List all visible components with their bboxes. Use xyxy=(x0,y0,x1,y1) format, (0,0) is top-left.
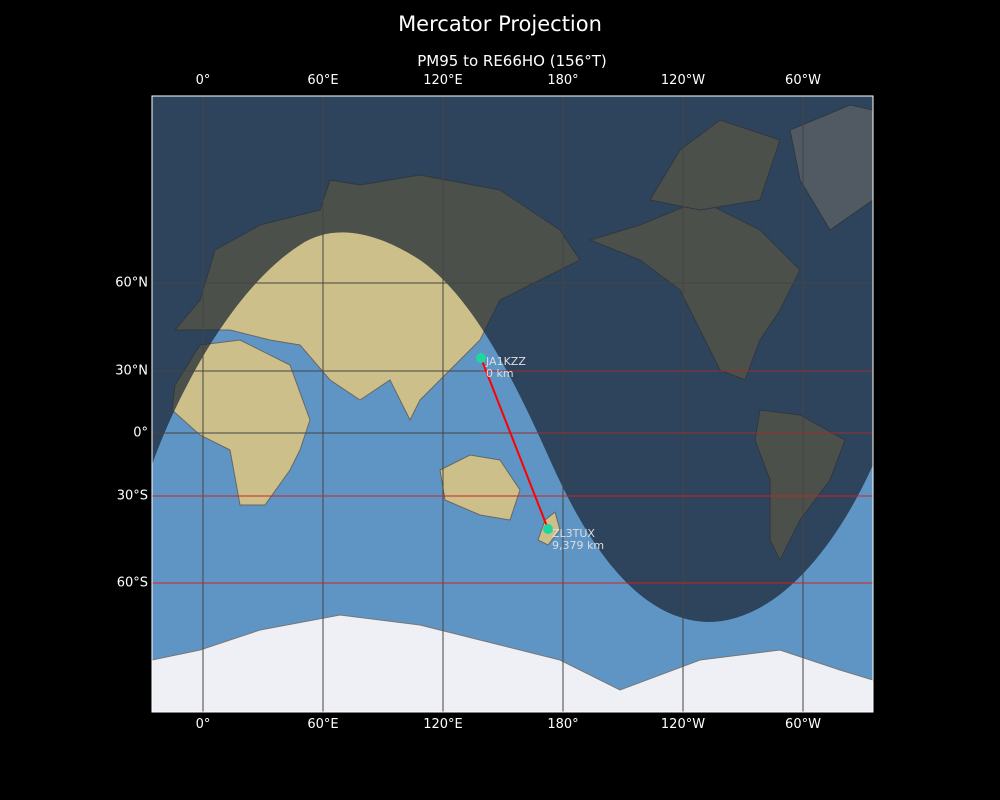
lon-tick-top: 180° xyxy=(547,73,579,88)
map-subtitle: PM95 to RE66HO (156°T) xyxy=(417,52,607,70)
end-distance-label: 9,379 km xyxy=(552,539,605,552)
lon-tick-bottom: 120°E xyxy=(423,717,463,732)
lon-tick-bottom: 60°W xyxy=(785,717,821,732)
lat-tick: 0° xyxy=(133,425,148,441)
figure-title: Mercator Projection xyxy=(398,12,602,36)
lon-tick-top: 0° xyxy=(195,73,211,88)
start-call-label: JA1KZZ xyxy=(486,355,526,368)
australia xyxy=(439,454,521,521)
lon-tick-bottom: 180° xyxy=(547,717,579,732)
lon-tick-top: 60°W xyxy=(785,73,821,88)
lat-tick: 60°N xyxy=(115,275,148,291)
start-distance-label: 0 km xyxy=(486,367,514,380)
africa xyxy=(171,339,311,506)
lon-tick-top: 60°E xyxy=(307,73,339,88)
lon-tick-bottom: 60°E xyxy=(307,717,339,732)
lon-tick-top: 120°W xyxy=(660,73,706,88)
end-call-label: ZL3TUX xyxy=(552,527,595,540)
end-marker xyxy=(543,524,553,534)
start-marker xyxy=(476,353,486,363)
great-circle-path xyxy=(480,357,549,530)
antarctica xyxy=(152,614,873,712)
lat-tick: 30°N xyxy=(115,363,148,379)
highlight-latitudes xyxy=(152,370,873,584)
lon-tick-bottom: 120°W xyxy=(660,717,706,732)
lon-tick-bottom: 0° xyxy=(195,717,211,732)
lon-tick-top: 120°E xyxy=(423,73,463,88)
lat-tick: 60°S xyxy=(116,575,148,591)
lat-tick: 30°S xyxy=(116,488,148,504)
night-shade xyxy=(152,96,873,622)
